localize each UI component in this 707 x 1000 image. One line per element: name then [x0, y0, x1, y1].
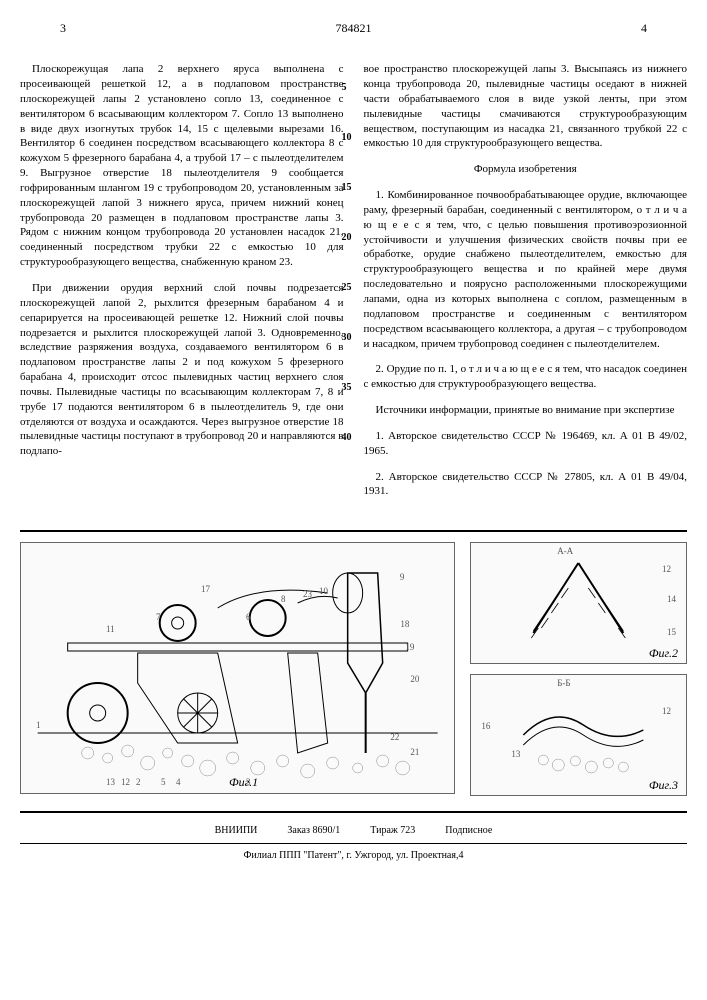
page-number-left: 3: [60, 20, 66, 36]
claim-1: 1. Комбинированное почвообрабатывающее о…: [364, 188, 688, 351]
line-marker: 15: [342, 181, 352, 195]
figure-2: А-А 12 14 15 Фиг.2: [470, 542, 687, 664]
ref-num: 14: [667, 593, 676, 605]
footer-address: Филиал ППП "Патент", г. Ужгород, ул. Про…: [20, 849, 687, 863]
right-column: вое пространство плоскорежущей лапы 3. В…: [364, 51, 688, 510]
figure-area: 1 2 3 4 5 6 7 8 9 10 11 12 13 17 18 19 2…: [20, 530, 687, 796]
line-marker: 40: [342, 431, 352, 445]
footer-sub: Подписное: [445, 824, 492, 838]
figure-2-label: Фиг.2: [649, 645, 678, 661]
line-marker: 20: [342, 231, 352, 245]
footer: ВНИИПИ Заказ 8690/1 Тираж 723 Подписное …: [20, 811, 687, 862]
ref-num: 10: [319, 585, 328, 597]
ref-num: 12: [662, 563, 671, 575]
ref-num: 13: [511, 748, 520, 760]
ref-num: 6: [246, 611, 251, 623]
footer-org: ВНИИПИ: [215, 824, 258, 838]
section-label: А-А: [557, 545, 573, 557]
ref-num: 21: [410, 746, 419, 758]
ref-num: 16: [481, 720, 490, 732]
line-marker: 5: [342, 81, 347, 95]
ref-num: 8: [281, 593, 286, 605]
left-column: Плоскорежущая лапа 2 верхнего яруса выпо…: [20, 51, 344, 510]
footer-order: Заказ 8690/1: [287, 824, 340, 838]
figure-3-label: Фиг.3: [649, 777, 678, 793]
ref-num: 12: [121, 776, 130, 788]
ref-num: 19: [405, 641, 414, 653]
right-paragraph-1: вое пространство плоскорежущей лапы 3. В…: [364, 62, 688, 151]
page-header: 3 784821 4: [20, 20, 687, 36]
figure-1-label: Фиг.1: [229, 774, 258, 790]
left-paragraph-1: Плоскорежущая лапа 2 верхнего яруса выпо…: [20, 62, 344, 270]
formula-title: Формула изобретения: [364, 162, 688, 177]
ref-num: 4: [176, 776, 181, 788]
patent-number: 784821: [336, 20, 372, 36]
ref-num: 12: [662, 705, 671, 717]
ref-num: 23: [303, 588, 312, 600]
ref-num: 20: [410, 673, 419, 685]
ref-num: 11: [106, 623, 115, 635]
left-paragraph-2: При движении орудия верхний слой почвы п…: [20, 281, 344, 459]
ref-num: 18: [400, 618, 409, 630]
page-number-right: 4: [641, 20, 647, 36]
text-columns: Плоскорежущая лапа 2 верхнего яруса выпо…: [20, 51, 687, 510]
ref-num: 2: [136, 776, 141, 788]
line-marker: 10: [342, 131, 352, 145]
claim-2: 2. Орудие по п. 1, о т л и ч а ю щ е е с…: [364, 362, 688, 392]
ref-num: 13: [106, 776, 115, 788]
source-2: 2. Авторское свидетельство СССР № 27805,…: [364, 470, 688, 500]
ref-num: 5: [161, 776, 166, 788]
figure-1-drawing: [21, 543, 454, 793]
source-1: 1. Авторское свидетельство СССР № 196469…: [364, 429, 688, 459]
ref-num: 1: [36, 719, 41, 731]
ref-num: 15: [667, 626, 676, 638]
ref-num: 7: [156, 611, 161, 623]
figure-3: Б-Б 12 13 16 Фиг.3: [470, 674, 687, 796]
ref-num: 17: [201, 583, 210, 595]
ref-num: 22: [390, 731, 399, 743]
line-marker: 30: [342, 331, 352, 345]
sources-title: Источники информации, принятые во вниман…: [364, 403, 688, 418]
figure-1: 1 2 3 4 5 6 7 8 9 10 11 12 13 17 18 19 2…: [20, 542, 455, 794]
side-figures: А-А 12 14 15 Фиг.2 Б-Б 12 13 16 Фиг.3: [470, 542, 687, 796]
ref-num: 9: [400, 571, 405, 583]
section-label: Б-Б: [557, 677, 570, 689]
line-marker: 35: [342, 381, 352, 395]
footer-copies: Тираж 723: [370, 824, 415, 838]
line-marker: 25: [342, 281, 352, 295]
